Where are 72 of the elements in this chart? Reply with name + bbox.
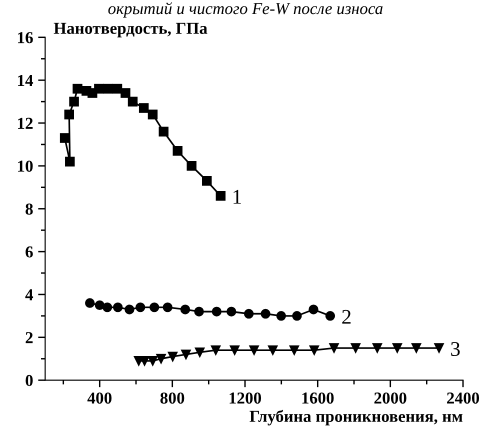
y-tick-label: 12	[18, 118, 33, 129]
x-tick-label: 2000	[374, 392, 406, 404]
point	[289, 345, 300, 356]
point	[172, 146, 182, 156]
point	[434, 343, 444, 353]
y-tick-label: 0	[26, 374, 33, 386]
point	[138, 103, 149, 113]
point	[194, 306, 204, 316]
point	[72, 84, 82, 94]
x-tick-label: 2400	[447, 392, 480, 404]
point	[168, 352, 178, 362]
point	[64, 110, 74, 120]
point	[85, 298, 95, 308]
point	[276, 311, 286, 321]
x-tick-label: 1200	[230, 392, 262, 404]
point	[350, 343, 361, 353]
point	[128, 96, 138, 106]
point	[329, 343, 339, 353]
point	[148, 356, 158, 366]
y-tick-label: 10	[18, 160, 33, 172]
point	[210, 345, 221, 356]
point	[65, 156, 75, 166]
y-tick-label: 8	[26, 203, 33, 215]
point	[372, 343, 382, 353]
point	[308, 304, 318, 314]
point	[392, 343, 402, 353]
point	[309, 345, 320, 356]
point	[112, 302, 123, 312]
point	[186, 161, 196, 171]
series-label: 1	[234, 190, 241, 204]
point	[94, 300, 105, 310]
y-tick-label: 16	[18, 32, 33, 44]
y-tick-label: 2	[26, 332, 33, 344]
point	[212, 306, 222, 316]
point	[202, 176, 212, 186]
point	[411, 343, 422, 353]
point	[102, 302, 112, 312]
point	[120, 88, 130, 98]
point	[194, 347, 205, 358]
series-label: 2	[342, 310, 351, 324]
point	[60, 133, 70, 143]
x-tick-label: 800	[160, 392, 184, 404]
point	[249, 345, 259, 356]
y-tick-label: 6	[26, 246, 33, 258]
x-tick-label: 1600	[302, 392, 334, 404]
point	[156, 354, 166, 364]
point	[69, 96, 79, 106]
point	[148, 110, 158, 120]
point	[268, 345, 278, 356]
point	[103, 84, 113, 94]
point	[325, 311, 336, 321]
y-tick-label: 14	[18, 74, 34, 86]
point	[292, 311, 302, 321]
point	[136, 302, 146, 312]
point	[94, 84, 104, 94]
point	[180, 304, 190, 314]
y-tick-label: 4	[25, 289, 34, 300]
point	[230, 345, 240, 356]
point	[260, 308, 270, 319]
chart-title: окрытий и чистого Fe-W после износа	[108, 2, 383, 18]
series-label: 3	[451, 342, 460, 356]
y-axis-title: Нанотвердость, ГПа	[54, 22, 208, 38]
point	[216, 191, 226, 201]
point	[149, 302, 160, 312]
point	[124, 304, 134, 314]
x-axis-title: Глубина проникновения, нм	[250, 410, 462, 426]
point	[181, 350, 191, 360]
x-tick-label: 400	[87, 392, 112, 404]
point	[226, 306, 236, 316]
point	[244, 308, 254, 319]
point	[158, 126, 168, 136]
point	[162, 302, 172, 312]
